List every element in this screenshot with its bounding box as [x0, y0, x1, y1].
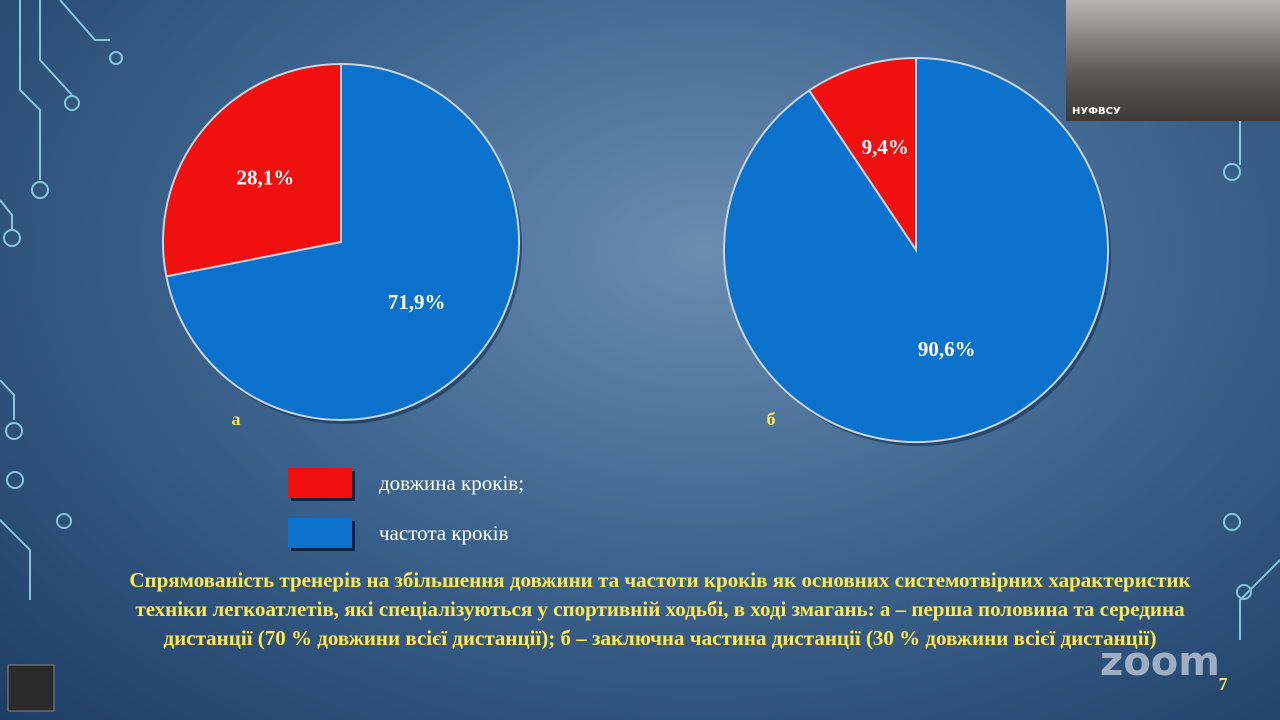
slice-label: 9,4% [862, 135, 909, 159]
pie-slice [807, 56, 917, 254]
corner-box [7, 664, 55, 712]
circuit-decoration [0, 0, 1280, 640]
video-thumbnail: НУФВСУ [1066, 0, 1280, 121]
slide-number: 7 [1219, 674, 1228, 694]
pie-caption: б [767, 409, 776, 429]
video-label: НУФВСУ [1072, 106, 1121, 117]
legend-swatch [288, 468, 352, 498]
slice-label: 90,6% [918, 337, 976, 361]
pie-slice [162, 62, 342, 278]
pie-slice [165, 62, 520, 421]
pie-caption: а [232, 409, 241, 429]
zoom-watermark: zoom [1100, 639, 1220, 685]
pie-slice [723, 56, 1109, 443]
slice-label: 71,9% [388, 290, 446, 314]
legend-label: частота кроків [379, 521, 509, 545]
caption: Спрямованість тренерів на збільшення дов… [129, 568, 1191, 650]
legend-label: довжина кроків; [379, 471, 524, 495]
legend-swatch [288, 518, 352, 548]
slice-label: 28,1% [236, 166, 294, 190]
